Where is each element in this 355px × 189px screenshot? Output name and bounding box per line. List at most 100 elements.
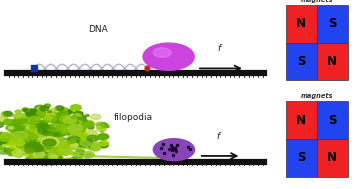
Circle shape (91, 114, 101, 119)
Circle shape (73, 156, 78, 160)
Circle shape (25, 158, 31, 161)
Circle shape (61, 123, 76, 132)
Circle shape (85, 130, 97, 137)
Circle shape (25, 142, 42, 151)
Circle shape (25, 148, 34, 153)
Circle shape (7, 151, 16, 156)
Circle shape (70, 105, 81, 111)
Circle shape (31, 113, 42, 119)
Circle shape (84, 124, 91, 128)
Text: DNA: DNA (88, 25, 108, 34)
Circle shape (65, 119, 78, 126)
Circle shape (20, 138, 36, 146)
Circle shape (31, 134, 39, 138)
Circle shape (37, 123, 49, 130)
Circle shape (71, 119, 80, 123)
Circle shape (64, 122, 80, 131)
Circle shape (24, 151, 38, 158)
Circle shape (74, 120, 82, 125)
Bar (286, 139, 317, 177)
Circle shape (51, 113, 58, 117)
Circle shape (93, 136, 101, 140)
Circle shape (22, 108, 29, 112)
Circle shape (71, 143, 78, 147)
Text: $f$: $f$ (216, 130, 223, 141)
Circle shape (89, 146, 94, 148)
Circle shape (88, 126, 94, 129)
Circle shape (43, 153, 54, 159)
Circle shape (66, 118, 78, 124)
Circle shape (70, 125, 86, 133)
Circle shape (0, 148, 10, 154)
Circle shape (6, 126, 13, 130)
Bar (286, 101, 317, 139)
Circle shape (99, 141, 109, 146)
Circle shape (54, 132, 60, 136)
Circle shape (54, 138, 59, 141)
Circle shape (45, 156, 50, 159)
Circle shape (15, 120, 23, 124)
Circle shape (46, 138, 61, 146)
Circle shape (40, 153, 50, 159)
Circle shape (15, 110, 21, 113)
Circle shape (29, 158, 36, 162)
Circle shape (39, 112, 50, 118)
Circle shape (58, 111, 69, 117)
Circle shape (28, 116, 42, 124)
Circle shape (25, 118, 35, 124)
Circle shape (94, 122, 104, 127)
Circle shape (9, 126, 21, 133)
Circle shape (44, 136, 61, 144)
Circle shape (77, 150, 85, 154)
Circle shape (15, 140, 25, 146)
Circle shape (29, 135, 34, 137)
Circle shape (27, 145, 35, 149)
Circle shape (80, 155, 84, 157)
Circle shape (68, 132, 78, 137)
Circle shape (97, 126, 106, 131)
Circle shape (0, 143, 2, 147)
Circle shape (31, 120, 47, 129)
Circle shape (34, 124, 45, 130)
Circle shape (55, 111, 65, 117)
Circle shape (29, 140, 36, 144)
Circle shape (34, 141, 52, 150)
Circle shape (86, 154, 92, 157)
Circle shape (15, 143, 27, 149)
Circle shape (67, 136, 78, 142)
Circle shape (48, 111, 51, 113)
Circle shape (92, 143, 101, 148)
Circle shape (73, 152, 80, 155)
Circle shape (4, 139, 16, 145)
Circle shape (91, 146, 101, 151)
Circle shape (47, 139, 54, 143)
Circle shape (78, 139, 93, 147)
Circle shape (3, 119, 15, 125)
Circle shape (79, 134, 87, 139)
Circle shape (15, 130, 25, 135)
Circle shape (37, 156, 50, 163)
Circle shape (49, 144, 64, 152)
Circle shape (64, 123, 75, 129)
Circle shape (31, 140, 48, 149)
Circle shape (59, 118, 65, 121)
Circle shape (69, 136, 80, 142)
Circle shape (54, 118, 65, 123)
Circle shape (0, 132, 4, 135)
Circle shape (69, 128, 76, 131)
Circle shape (7, 113, 13, 116)
Circle shape (77, 141, 89, 147)
Circle shape (66, 123, 74, 127)
Bar (286, 5, 317, 43)
Circle shape (45, 112, 55, 117)
Circle shape (34, 127, 53, 137)
Circle shape (64, 139, 70, 142)
Circle shape (36, 116, 41, 119)
Circle shape (85, 122, 94, 126)
Text: filopodia: filopodia (114, 113, 153, 122)
Circle shape (42, 140, 48, 144)
Circle shape (25, 132, 42, 141)
Circle shape (77, 115, 86, 120)
Circle shape (42, 155, 55, 162)
Circle shape (57, 148, 64, 152)
